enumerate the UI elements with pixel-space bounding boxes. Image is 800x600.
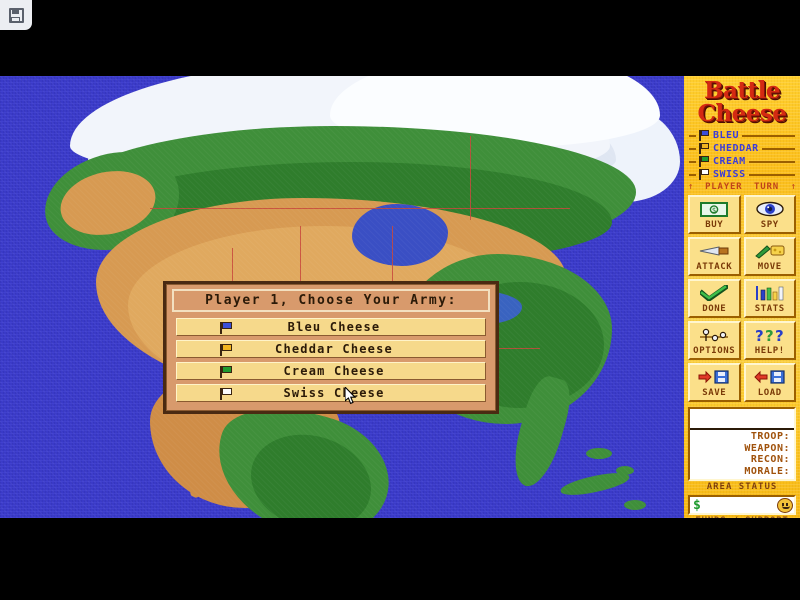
army-option-label: Bleu Cheese [287,320,381,334]
button-caption: SAVE [702,388,727,399]
player-turn-row: ↑ PLAYER TURN ↑ [688,182,796,192]
svg-text:?: ? [755,327,764,343]
svg-text:$: $ [712,206,716,214]
arrow-left-floppy-icon [754,367,786,387]
stats-button[interactable]: STATS [743,279,796,319]
army-option-cream[interactable]: Cream Cheese [176,362,486,380]
sliders-icon [699,325,729,345]
button-caption: STATS [754,304,785,315]
game-sidebar: Battle Cheese BLEU CHEDDAR [684,76,800,518]
status-row-weapon: WEAPON: [744,442,790,454]
game-viewport: Battle Cheese BLEU CHEDDAR [0,76,800,518]
legend-item-swiss[interactable]: SWISS [689,168,795,181]
dialog-title: Player 1, Choose Your Army: [205,293,457,308]
flag-icon-cheddar [220,344,233,356]
legend-item-cream[interactable]: CREAM [689,155,795,168]
button-caption: DONE [702,304,727,315]
map-landmass-island-b [616,466,634,475]
area-status-header [690,409,794,431]
army-option-label: Cheddar Cheese [275,342,393,356]
army-option-label: Swiss Cheese [283,386,385,400]
choose-army-dialog: Player 1, Choose Your Army: Bleu Cheese … [163,281,499,414]
game-title-line-1: Battle [704,77,780,104]
map-border-line [470,136,471,220]
button-caption: SPY [760,220,779,231]
button-caption: HELP! [754,346,785,357]
dollar-bill-icon: $ [700,199,729,219]
flag-icon-cream [220,366,233,378]
area-status-rows: TROOP: WEAPON: RECON: MORALE: [690,430,794,479]
button-caption: OPTIONS [693,346,736,357]
flag-icon-swiss [220,388,233,400]
help-button[interactable]: ??? HELP! [743,321,796,361]
army-option-cheddar[interactable]: Cheddar Cheese [176,340,486,358]
funds-support-caption: FUNDS / SUPPORT [684,516,800,518]
load-button[interactable]: LOAD [743,363,796,403]
status-row-recon: RECON: [750,454,790,466]
map-landmass-island-c [624,500,646,510]
options-button[interactable]: OPTIONS [688,321,741,361]
spy-button[interactable]: SPY [743,195,796,235]
map-water-hudson-bay [352,204,448,266]
question-marks-icon: ??? [754,325,786,345]
legend-label: CHEDDAR [713,143,759,155]
game-title-line-2: Cheese [697,99,787,127]
command-button-grid: $ BUY SPY ATTACK [688,195,796,403]
bar-chart-icon [755,283,784,303]
area-status-panel: TROOP: WEAPON: RECON: MORALE: [688,407,796,482]
map-landmass-island-a [586,448,612,459]
flag-icon-cream [699,156,710,168]
knife-icon [699,241,729,261]
legend-label: SWISS [713,169,746,181]
arrow-right-floppy-icon [698,367,730,387]
floppy-disk-icon [8,7,24,23]
army-option-list: Bleu Cheese Cheddar Cheese Cream Cheese … [176,318,486,402]
status-row-troop: TROOP: [750,431,790,443]
currency-symbol: $ [693,497,701,513]
player-label: PLAYER [705,182,743,193]
legend-label: BLEU [713,130,740,142]
up-arrow-icon: ↑ [688,182,694,193]
faction-legend: BLEU CHEDDAR CREAM [689,129,795,181]
status-row-morale: MORALE: [744,465,790,477]
save-button[interactable]: SAVE [688,363,741,403]
button-caption: BUY [705,220,724,231]
dialog-title-bar: Player 1, Choose Your Army: [172,289,490,312]
flag-icon-bleu [220,322,233,334]
map-border-line [150,208,570,209]
button-caption: MOVE [757,262,782,273]
save-screenshot-button[interactable] [0,0,32,30]
flag-icon-bleu [699,130,710,142]
game-title: Battle Cheese [684,76,800,125]
legend-label: CREAM [713,156,746,168]
legend-item-bleu[interactable]: BLEU [689,129,795,142]
checkmark-icon [700,283,729,303]
smiley-face-icon [777,497,793,513]
area-status-caption: AREA STATUS [706,482,778,493]
svg-text:?: ? [775,327,784,343]
legend-item-cheddar[interactable]: CHEDDAR [689,142,795,155]
army-option-bleu[interactable]: Bleu Cheese [176,318,486,336]
buy-button[interactable]: $ BUY [688,195,741,235]
up-arrow-icon: ↑ [790,182,796,193]
funds-support-panel: $ [688,495,796,516]
svg-text:?: ? [765,327,774,343]
knife-cheese-icon [754,241,785,261]
flag-icon-swiss [699,169,710,181]
turn-label: TURN [754,182,779,193]
army-option-swiss[interactable]: Swiss Cheese [176,384,486,402]
button-caption: LOAD [757,388,782,399]
move-button[interactable]: MOVE [743,237,796,277]
army-option-label: Cream Cheese [283,364,385,378]
attack-button[interactable]: ATTACK [688,237,741,277]
flag-icon-cheddar [699,143,710,155]
done-button[interactable]: DONE [688,279,741,319]
button-caption: ATTACK [696,262,733,273]
eye-icon [756,199,784,219]
